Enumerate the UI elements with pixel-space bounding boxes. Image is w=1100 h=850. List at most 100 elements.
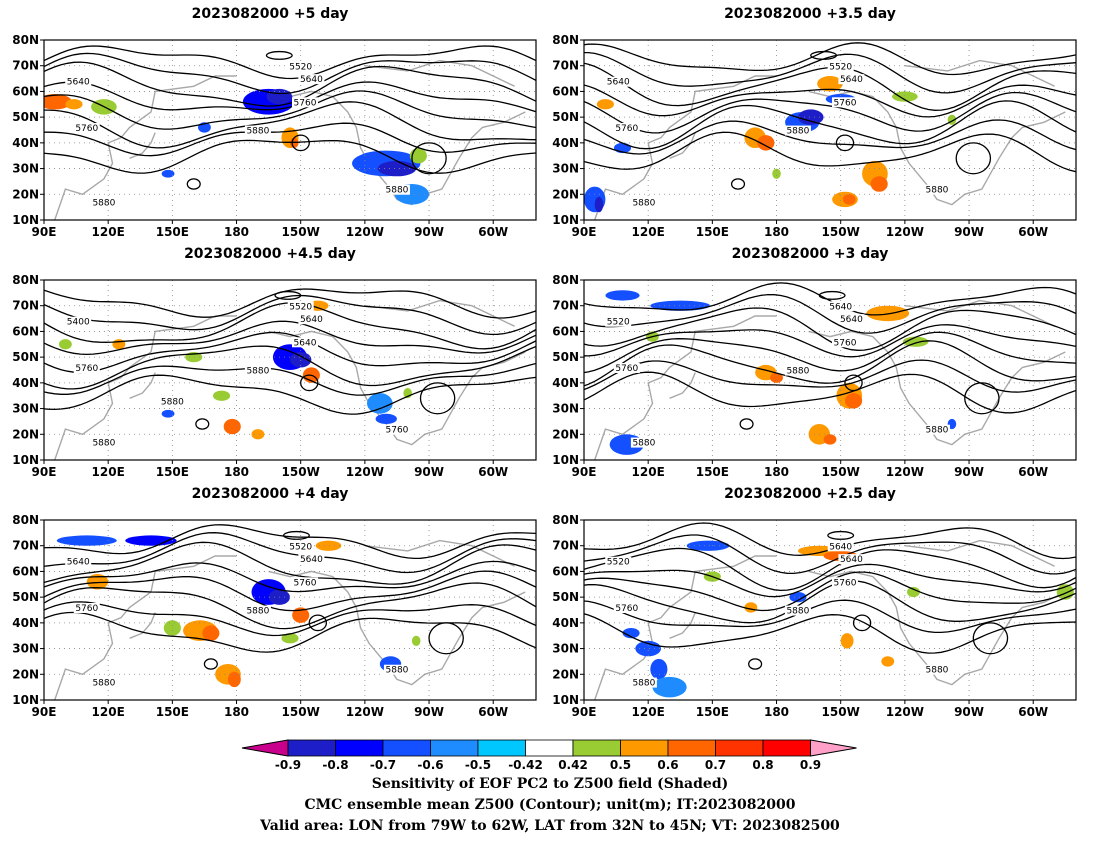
lon-tick-label: 60W [478,465,508,479]
contour-label: 5880 [386,186,409,196]
map-content: 5640 5520 5640 5760 5760 5880 5880 5880 [44,520,536,700]
coastline [364,299,515,327]
contour-label-bg [90,437,117,448]
contour-label-bg [923,424,950,435]
contour-label: 5880 [92,439,115,449]
panel-title: 2023082000 +3 day [731,246,889,262]
z500-contour [44,90,536,130]
colorbar-swatch [572,739,621,757]
map-frame [583,279,1077,461]
contour-label-bg [838,74,865,85]
z500-contour [44,570,536,612]
lat-tick-label: 20N [12,667,39,681]
lon-tick-label: 150E [156,225,189,239]
map-plot: 5400 5520 5640 5640 5760 5880 5760 5880 5880 10N 2… [12,273,537,479]
sensitivity-shading [622,628,640,639]
lon-tick-label: 150E [156,705,189,719]
lat-tick-label: 20N [552,427,579,441]
contour-label-bg [630,677,657,688]
z500-contour [44,288,536,319]
contour-label: 5640 [840,315,863,325]
z500-contour [44,362,536,396]
lon-tick-label: 90E [572,225,597,239]
sensitivity-shading [652,676,687,698]
contour-label: 5520 [607,558,630,568]
colorbar-max-arrow [810,739,857,757]
lat-tick-label: 60N [12,324,39,338]
map-frame [43,279,537,461]
contour-label: 5760 [75,364,98,374]
sensitivity-shading [605,290,640,301]
map-panel-plus2-5-day: 2023082000 +2.5 day 5520 5640 5640 5760 5760… [540,486,1080,721]
contour-label: 5640 [840,75,863,85]
contour-label: 5880 [246,367,269,377]
colorbar-swatch [477,739,526,757]
lat-tick-label: 20N [12,427,39,441]
sensitivity-shading [65,99,83,110]
colorbar-swatch [667,739,716,757]
lat-tick-label: 70N [12,539,39,553]
contour-label-bg [298,314,325,325]
sensitivity-shading [744,602,758,613]
coastline [904,59,1055,87]
contour-label-bg [838,554,865,565]
lat-tick-label: 50N [12,350,39,364]
contour-label-bg [90,197,117,208]
z500-closed-contour [282,530,310,540]
z500-contour [584,324,1076,358]
sensitivity-shading [44,94,72,110]
z500-contour [584,371,1076,414]
contour-label-bg [630,197,657,208]
lat-tick-label: 80N [12,33,39,47]
lat-tick-label: 80N [12,273,39,287]
lon-tick-label: 90W [414,225,444,239]
colorbar-label: -0.5 [465,758,491,772]
lat-tick-label: 20N [552,667,579,681]
sensitivity-shading [377,160,417,177]
sensitivity-shading [789,592,807,603]
contour-label-bg [827,301,854,312]
z500-closed-contour [300,374,319,392]
z500-closed-contour [852,614,872,632]
colorbar-label: 0.5 [610,758,631,772]
sensitivity-shading [367,393,393,414]
lon-tick-label: 90W [414,705,444,719]
coastline [54,315,237,460]
lat-tick-label: 20N [12,187,39,201]
sensitivity-shading [772,168,781,179]
z500-contour [584,359,1076,393]
contour-label: 5880 [926,426,949,436]
colorbar-swatch [382,739,431,757]
contour-label-bg [73,603,100,613]
lon-tick-label: 90E [572,465,597,479]
colorbar-swatch [715,739,764,757]
contour-label-bg [65,556,92,567]
contour-label: 5760 [75,124,98,134]
map-plot: 5640 5520 5640 5760 5760 5880 5880 5880 10N 20N 30… [12,33,537,239]
sensitivity-shading [892,91,918,102]
sensitivity-shading [650,658,668,680]
z500-contour [584,340,1076,387]
contour-label: 5760 [386,426,409,436]
contour-label: 5520 [289,302,312,312]
contour-label-bg [383,184,410,195]
z500-contour [584,307,1076,351]
map-panel-plus4-5-day: 2023082000 +4.5 day 5400 5520 5640 5640 5760… [0,246,540,481]
lon-tick-label: 180 [224,225,249,239]
lat-tick-label: 30N [552,642,579,656]
colorbar-swatch [762,739,811,757]
sensitivity-shading [212,390,231,401]
contour-label-bg [630,437,657,448]
z500-contour [584,91,1076,134]
lon-tick-label: 90W [414,465,444,479]
contour-label-bg [383,424,410,435]
z500-contour [44,45,536,80]
z500-contour [584,547,1076,592]
coastline [54,75,237,220]
lat-tick-label: 50N [552,110,579,124]
contour-label: 5760 [75,604,98,614]
lon-tick-label: 120E [92,705,125,719]
contour-label: 5880 [246,607,269,617]
lon-tick-label: 150E [696,705,729,719]
lon-tick-label: 120E [632,225,665,239]
